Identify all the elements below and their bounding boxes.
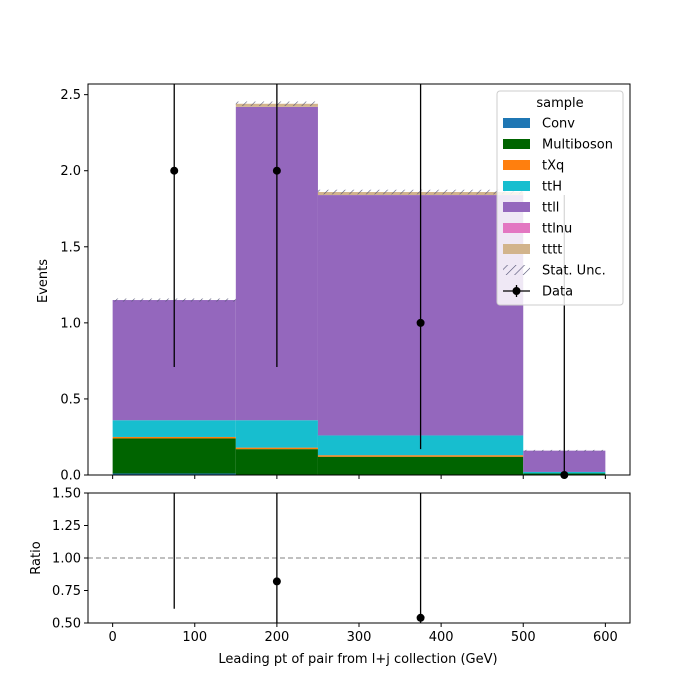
legend-label: Multiboson [542,138,613,153]
data-point-0 [170,166,179,175]
legend-label: ttH [542,180,562,195]
legend-label: Stat. Unc. [542,264,606,279]
main-y-tick-label: 2.5 [60,88,81,103]
main-y-tick-label: 1.5 [60,240,81,255]
ratio-y-tick-label: 0.75 [52,584,81,599]
bar-tth-bin-1 [235,420,318,448]
main-y-axis-label: Events [36,259,51,303]
x-tick-label: 200 [264,630,289,645]
ratio-x-ticks: 0 100 200 300 400 500 600 [108,623,618,645]
ratio-y-tick-label: 1.50 [52,487,81,502]
legend-data-marker [512,287,521,295]
legend-swatch-tttt [503,244,530,254]
ratio-panel: 0.50 0.75 1.00 1.25 1.50 0 100 200 300 400 500 600… [29,487,631,667]
bar-tth-bin-0 [112,420,236,437]
ratio-y-ticks: 0.50 0.75 1.00 1.25 1.50 [52,487,88,632]
main-y-tick-label: 0.0 [60,469,81,484]
ratio-y-tick-label: 1.25 [52,519,81,534]
data-point-1 [272,166,281,175]
x-tick-label: 500 [511,630,536,645]
data-point-2 [416,318,425,327]
main-x-ticks [112,475,606,479]
legend-swatch-multiboson [503,139,530,149]
legend-swatch-ttll [503,202,530,212]
main-y-tick-label: 2.0 [60,164,81,179]
legend-swatch-conv [503,118,530,128]
legend-label: tttt [542,243,562,258]
legend-label: ttlnu [542,222,572,237]
main-y-tick-label: 0.5 [60,392,81,407]
bar-multiboson-bin-2 [317,456,524,475]
bar-txq-bin-2 [317,455,524,457]
legend-swatch-tth [503,181,530,191]
legend: sample Conv Multiboson tXq ttH ttll ttlnu tttt… [496,90,624,306]
legend-swatch-stat-unc [503,265,530,275]
legend-title: sample [536,96,583,111]
legend-swatch-txq [503,160,530,170]
ratio-y-tick-label: 1.00 [52,552,81,567]
legend-label: Data [542,285,573,300]
x-tick-label: 0 [108,630,116,645]
legend-label: Conv [542,117,575,132]
legend-items: Conv Multiboson tXq ttH ttll ttlnu tttt Stat. U… [503,117,613,300]
bar-multiboson-bin-0 [112,438,236,474]
main-y-tick-label: 1.0 [60,316,81,331]
ratio-point-2 [416,613,425,622]
bar-multiboson-bin-1 [235,449,318,475]
x-tick-label: 600 [593,630,618,645]
x-axis-label: Leading pt of pair from l+j collection (… [218,652,497,667]
ratio-y-axis-label: Ratio [29,541,44,574]
legend-label: ttll [542,201,559,216]
legend-label: tXq [542,159,564,174]
ratio-y-tick-label: 0.50 [52,617,81,632]
bar-conv-bin-0 [112,473,236,475]
ratio-point-1 [272,577,281,586]
x-tick-label: 100 [182,630,207,645]
main-panel: 0.0 0.5 1.0 1.5 2.0 2.5 Events sample Conv Mul… [36,83,631,484]
bar-txq-bin-0 [112,436,236,439]
main-y-ticks: 0.0 0.5 1.0 1.5 2.0 2.5 [60,88,88,484]
x-tick-label: 400 [429,630,454,645]
bar-txq-bin-1 [235,447,318,450]
legend-swatch-ttlnu [503,223,530,233]
x-tick-label: 300 [347,630,372,645]
